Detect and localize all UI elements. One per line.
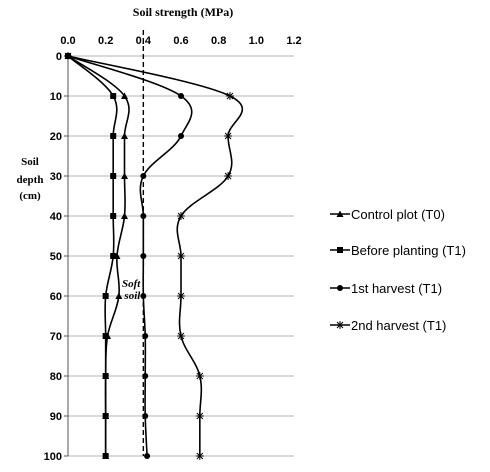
legend-marker: [336, 210, 344, 217]
series-lines: [64, 52, 244, 460]
legend-item: Control plot (T0): [330, 207, 445, 222]
series-square: [65, 53, 118, 459]
data-point: [177, 292, 185, 300]
data-point: [102, 333, 109, 339]
data-point: [102, 453, 109, 459]
y-tick-label: 0: [56, 51, 62, 63]
reference-label-line: Soft: [122, 278, 141, 290]
x-tick-label: 0.2: [98, 35, 113, 47]
data-point: [102, 293, 109, 299]
data-point: [102, 373, 109, 379]
data-point: [142, 413, 149, 419]
series-star: [64, 52, 244, 460]
legend-marker: [337, 247, 343, 253]
chart-title: Soil strength (MPa): [133, 5, 233, 19]
data-point: [177, 252, 185, 260]
data-point: [195, 452, 204, 460]
data-point: [110, 133, 117, 139]
data-point: [144, 453, 151, 459]
data-point: [110, 213, 117, 219]
data-point: [142, 333, 149, 339]
data-point: [140, 173, 147, 179]
data-point: [102, 413, 109, 419]
data-point: [64, 52, 72, 60]
data-point: [140, 253, 147, 259]
legend-item: Before planting (T1): [330, 243, 466, 258]
data-point: [140, 293, 147, 299]
data-point: [177, 332, 185, 340]
y-axis-label: Soil depth (cm): [17, 156, 44, 202]
x-tick-label: 1.2: [286, 35, 301, 47]
y-tick-label: 30: [50, 171, 62, 183]
y-tick-label: 70: [50, 331, 62, 343]
data-point: [121, 92, 128, 99]
y-tick-labels: 0 10 20 30 40 50 60 70 80 90 100: [44, 51, 62, 463]
y-tick-label: 100: [44, 451, 62, 463]
x-tick-label: 0.6: [173, 35, 188, 47]
data-point: [225, 92, 234, 100]
y-tick-label: 60: [50, 291, 62, 303]
reference-label-line: soil: [123, 290, 141, 302]
data-point: [121, 132, 128, 139]
data-point: [121, 172, 128, 179]
x-tick-label: 1.0: [249, 35, 264, 47]
data-point: [178, 133, 184, 139]
series-line: [67, 55, 244, 456]
data-point: [177, 212, 185, 220]
legend-item: 2nd harvest (T1): [330, 318, 446, 333]
legend-label: 1st harvest (T1): [351, 281, 442, 296]
legend-label: 2nd harvest (T1): [351, 318, 446, 333]
legend: Control plot (T0) Before planting (T1) 1st…: [330, 207, 466, 333]
x-tick-label: 0.8: [211, 35, 226, 47]
x-tick-labels: 0.0 0.2 0.4 0.6 0.8 1.0 1.2: [60, 35, 301, 47]
y-axis-label-line: depth: [17, 174, 44, 186]
x-tick-label: 0.0: [60, 35, 75, 47]
series-line: [67, 55, 193, 457]
data-point: [140, 213, 147, 219]
legend-label: Before planting (T1): [351, 243, 466, 258]
y-axis-label-line: Soil: [21, 156, 39, 168]
y-tick-label: 50: [50, 251, 62, 263]
data-point: [110, 173, 117, 179]
data-point: [178, 93, 184, 99]
data-point: [110, 253, 117, 259]
y-tick-label: 10: [50, 91, 62, 103]
data-point: [195, 372, 204, 380]
legend-marker: [336, 321, 344, 329]
legend-marker: [337, 285, 343, 291]
y-axis-label-line: (cm): [19, 190, 41, 202]
data-point: [110, 93, 117, 99]
data-point: [121, 212, 128, 219]
data-point: [224, 132, 233, 140]
y-tick-label: 40: [50, 211, 62, 223]
y-tick-label: 90: [50, 411, 62, 423]
data-point: [115, 292, 123, 299]
legend-label: Control plot (T0): [351, 207, 445, 222]
y-tick-label: 80: [50, 371, 62, 383]
y-tick-label: 20: [50, 131, 62, 143]
data-point: [195, 412, 204, 420]
legend-item: 1st harvest (T1): [330, 281, 442, 296]
data-point: [224, 172, 233, 180]
data-point: [142, 373, 149, 379]
